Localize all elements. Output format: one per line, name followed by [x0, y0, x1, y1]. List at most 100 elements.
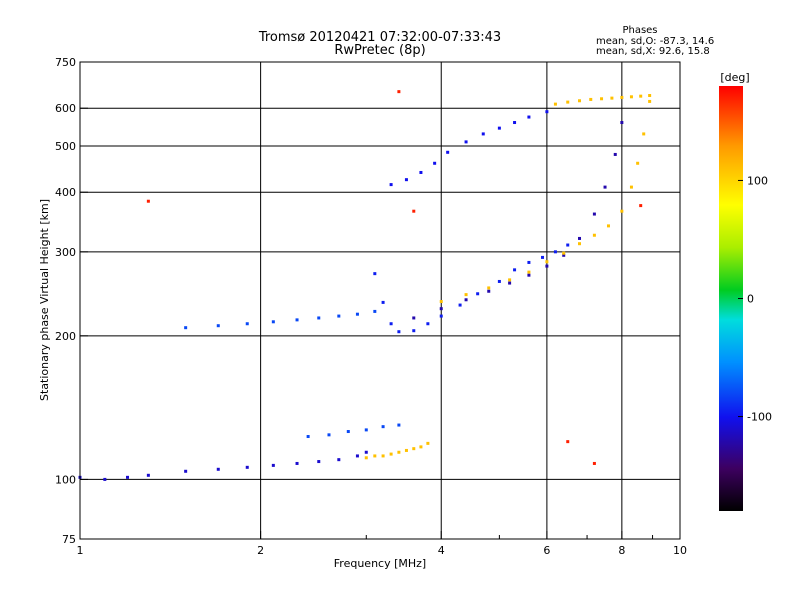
data-point: [271, 320, 275, 324]
data-point: [439, 314, 443, 318]
data-point: [381, 300, 385, 304]
y-tick-label: 75: [62, 533, 76, 546]
data-point: [216, 467, 220, 471]
data-point: [184, 326, 188, 330]
data-point: [306, 435, 310, 439]
data-point: [295, 318, 299, 322]
data-point: [412, 329, 416, 333]
data-point: [464, 298, 468, 302]
x-tick-label: 1: [77, 544, 84, 557]
data-point: [389, 183, 393, 187]
data-point: [412, 447, 416, 451]
data-point: [364, 428, 368, 432]
data-point: [642, 132, 646, 136]
data-point: [346, 430, 350, 434]
data-point: [397, 90, 401, 94]
data-point: [636, 161, 640, 165]
y-tick-label: 500: [55, 140, 76, 153]
data-point: [389, 322, 393, 326]
data-point: [592, 233, 596, 237]
data-point: [497, 279, 501, 283]
data-point: [355, 312, 359, 316]
phases-annotation-line2: mean, sd,X: 92.6, 15.8: [596, 46, 710, 57]
colorbar-tick-label: 0: [747, 293, 754, 306]
data-point: [648, 94, 652, 98]
data-point: [271, 463, 275, 467]
data-point: [610, 96, 614, 100]
data-point: [404, 178, 408, 182]
data-point: [553, 250, 557, 254]
grid-lines: [80, 62, 680, 539]
data-point: [508, 278, 512, 282]
x-axis-label: Frequency [MHz]: [334, 557, 426, 570]
chart-title: Tromsø 20120421 07:32:00-07:33:43: [258, 30, 501, 45]
data-point: [464, 140, 468, 144]
data-point: [545, 264, 549, 268]
data-point: [439, 300, 443, 304]
data-point: [629, 185, 633, 189]
data-point: [553, 102, 557, 106]
data-point: [562, 251, 566, 255]
data-point: [373, 454, 377, 458]
data-point: [419, 445, 423, 449]
data-point: [245, 465, 249, 469]
data-point: [419, 170, 423, 174]
data-point: [103, 477, 107, 481]
data-point: [578, 99, 582, 103]
data-point: [620, 121, 624, 125]
data-point: [216, 324, 220, 328]
data-point: [513, 121, 517, 125]
data-point: [527, 260, 531, 264]
data-point: [327, 433, 331, 437]
data-point: [513, 268, 517, 272]
data-point: [592, 212, 596, 216]
data-point: [389, 452, 393, 456]
data-point: [648, 99, 652, 103]
data-point: [589, 97, 593, 101]
data-point: [620, 95, 624, 99]
data-point: [355, 454, 359, 458]
data-point: [146, 473, 150, 477]
data-point: [337, 458, 341, 462]
data-point: [578, 236, 582, 240]
phases-annotation-line1: mean, sd,O: -87.3, 14.6: [596, 36, 714, 47]
data-point: [629, 95, 633, 99]
x-tick-label: 6: [543, 544, 550, 557]
data-point: [566, 440, 570, 444]
data-point: [476, 292, 480, 296]
data-point: [603, 185, 607, 189]
data-point: [446, 150, 450, 154]
data-point: [412, 316, 416, 320]
data-point: [464, 293, 468, 297]
data-point: [373, 309, 377, 313]
colorbar-tick-label: -100: [747, 411, 772, 424]
data-point: [527, 273, 531, 277]
data-point: [412, 209, 416, 213]
data-point: [487, 286, 491, 290]
chart-subtitle: RwPretec (8p): [334, 43, 425, 58]
data-point: [592, 461, 596, 465]
data-point: [381, 425, 385, 429]
data-point: [146, 199, 150, 203]
y-tick-label: 300: [55, 246, 76, 259]
data-point: [545, 260, 549, 264]
data-point: [397, 423, 401, 427]
data-point: [541, 255, 545, 259]
y-tick-label: 200: [55, 330, 76, 343]
data-point: [562, 253, 566, 257]
colorbar-ticks: 100 0 -100: [738, 174, 772, 424]
plot-frame: [79, 61, 681, 540]
colorbar-label: [deg]: [720, 71, 749, 84]
x-tick-label: 10: [673, 544, 687, 557]
x-tick-label: 4: [438, 544, 445, 557]
y-axis-label: Stationary phase Virtual Height [km]: [38, 199, 51, 401]
data-point: [639, 204, 643, 208]
y-tick-label: 400: [55, 186, 76, 199]
y-tick-label: 100: [55, 473, 76, 486]
y-tick-label: 750: [55, 56, 76, 69]
axis-ticks: 1 2 4 6 8 10 75 100 200 300 400 500 600 750: [55, 56, 687, 557]
data-point: [566, 100, 570, 104]
data-point: [508, 281, 512, 285]
